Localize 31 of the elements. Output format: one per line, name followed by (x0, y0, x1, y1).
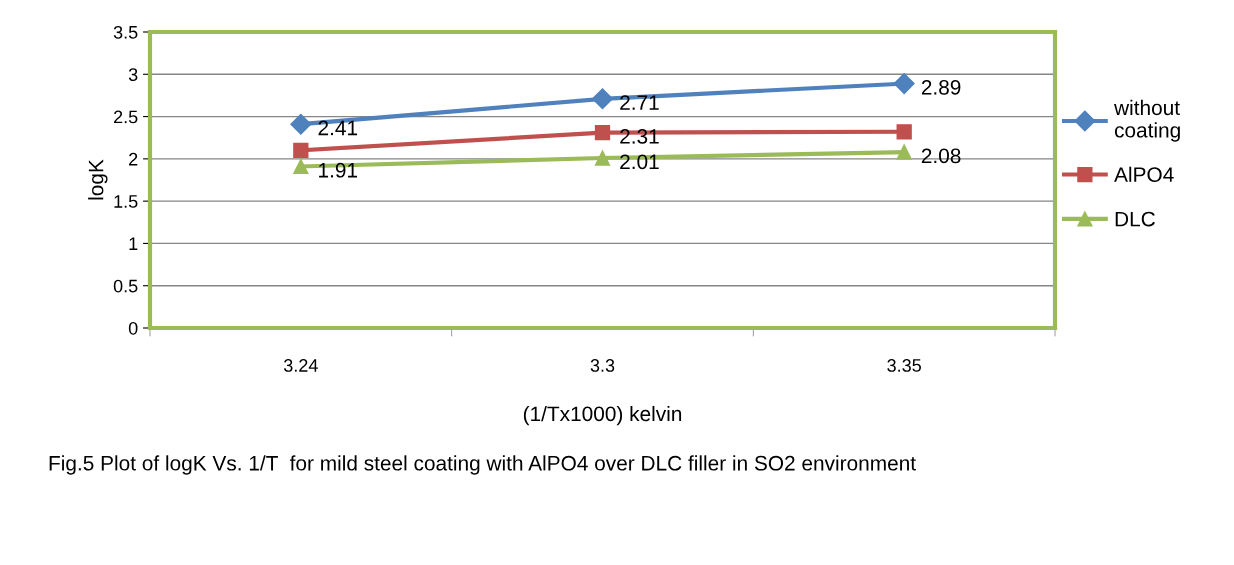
x-axis-title: (1/Tx1000) kelvin (523, 405, 682, 426)
y-tick-label: 1.5 (114, 195, 138, 208)
y-tick-label: 2.5 (114, 110, 138, 124)
data-label: 2.89 (921, 79, 961, 95)
legend-label: DLC (1115, 211, 1155, 227)
point (293, 158, 309, 175)
x-tick-label: 3.24 (283, 359, 318, 372)
x-tick-label: 3.35 (887, 359, 921, 372)
point (293, 142, 309, 159)
legend-label: AlPO4 (1114, 166, 1174, 183)
point (893, 73, 915, 95)
data-label: 2.41 (318, 120, 358, 136)
point (290, 113, 312, 135)
y-tick-label: 3 (128, 68, 138, 82)
caption: Fig.5 Plot of logK Vs. 1/T for mild steel coating with AlPO4 over DLC filler in SO2 environment (49, 455, 916, 475)
y-tick-label: 3.5 (113, 25, 138, 39)
data-label: 2.08 (921, 148, 961, 164)
y-tick-label: 0 (128, 321, 138, 335)
point (594, 125, 611, 141)
data-label: 1.91 (319, 162, 358, 178)
x-tick-label: 3.3 (590, 359, 615, 372)
y-axis-title: logK (88, 159, 108, 200)
point (591, 88, 614, 110)
legend-label: without coating (1114, 99, 1180, 142)
y-tick-label: 2 (129, 152, 138, 166)
point (896, 144, 912, 160)
point (896, 124, 912, 140)
y-tick-label: 1 (129, 237, 138, 250)
data-label: 2.71 (620, 95, 659, 110)
y-tick-label: 0.5 (113, 279, 138, 293)
point (594, 150, 611, 166)
